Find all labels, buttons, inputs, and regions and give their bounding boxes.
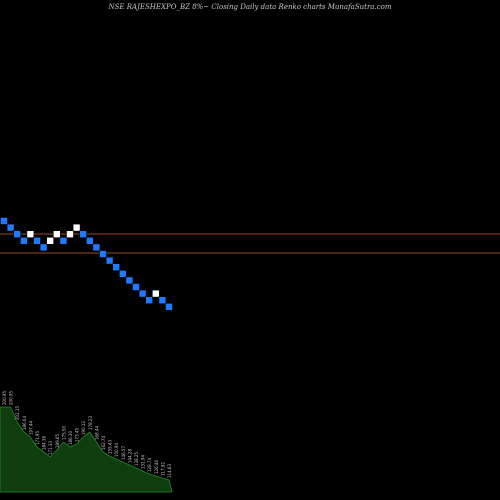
renko-brick — [26, 230, 35, 238]
renko-brick — [125, 276, 134, 285]
volume-label: 131.94 — [141, 455, 146, 469]
volume-label: 171.95 — [35, 431, 40, 445]
volume-label: 190.12 — [81, 421, 86, 435]
renko-brick — [138, 289, 147, 298]
volume-area-fill — [0, 406, 173, 493]
renko-bricks — [0, 217, 173, 311]
renko-brick — [158, 296, 167, 305]
volume-label: 128.74 — [147, 458, 152, 472]
renko-brick — [112, 263, 120, 272]
volume-label: 168.44 — [94, 426, 99, 440]
volume-label: 178.23 — [88, 416, 93, 430]
volume-label: 200.95 — [2, 391, 7, 405]
renko-brick — [132, 283, 140, 291]
volume-label: 126.46 — [154, 460, 159, 474]
volume-label: 150.94 — [114, 443, 119, 457]
renko-brick — [66, 230, 74, 238]
volume-label: 200.95 — [9, 391, 14, 405]
volume-area — [0, 406, 173, 493]
renko-brick — [59, 237, 68, 245]
volume-label: 197.44 — [28, 421, 33, 435]
renko-brick — [79, 230, 87, 238]
renko-brick — [152, 289, 160, 298]
volume-label: 184.36 — [42, 436, 47, 450]
renko-brick — [13, 230, 21, 238]
volume-label: 175.50 — [61, 426, 66, 440]
renko-brick — [165, 302, 173, 311]
renko-brick — [105, 256, 114, 265]
volume-label: 202.15 — [15, 406, 20, 420]
volume-label: 162.74 — [101, 436, 106, 450]
renko-brick — [39, 243, 48, 252]
volume-label: 155.43 — [108, 440, 113, 454]
volume-label: 138.25 — [134, 452, 139, 466]
renko-brick — [99, 250, 107, 258]
renko-brick — [6, 223, 15, 232]
volume-label: 186.04 — [22, 416, 27, 430]
volume-label: 171.33 — [48, 441, 53, 455]
chart-title: NSE RAJESHEXPO_BZ 8%~ Closing Daily data… — [108, 3, 392, 11]
renko-brick — [0, 217, 8, 225]
volume-label: 144.28 — [127, 449, 132, 463]
renko-brick — [119, 269, 127, 278]
volume-label: 114.63 — [167, 464, 172, 478]
volume-label: 186.30 — [68, 431, 73, 445]
volume-label: 117.92 — [160, 462, 165, 476]
renko-brick — [72, 223, 81, 232]
volume-label: 189.65 — [55, 434, 60, 448]
renko-brick — [33, 237, 41, 245]
renko-brick — [46, 237, 55, 245]
renko-brick — [145, 296, 153, 305]
renko-brick — [52, 230, 61, 238]
renko-brick — [19, 237, 28, 245]
volume-label: 146.57 — [121, 446, 126, 460]
renko-brick — [86, 237, 94, 245]
renko-brick — [92, 243, 101, 252]
volume-label: 173.45 — [75, 428, 80, 442]
